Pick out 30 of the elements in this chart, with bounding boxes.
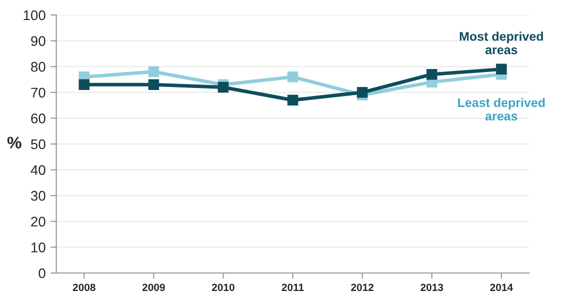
y-tick-label: 20 [31,216,46,227]
y-tick-label: 50 [30,139,46,150]
y-tick-label: 70 [31,88,46,98]
y-tick-label: 60 [31,114,46,124]
y-tick-label: 40 [30,165,46,175]
x-tick-label: 2012 [351,284,374,292]
x-tick-label: 2011 [282,284,304,292]
x-tick-label: 2014 [490,284,513,292]
y-tick-label: 100 [24,10,46,20]
point [218,82,229,93]
y-tick-label: 10 [31,242,46,252]
x-tick-label: 2008 [72,284,96,292]
y-axis-title: % [7,136,22,148]
series-label: Most deprived areas [460,32,543,54]
point [496,64,507,75]
y-tick-label: 90 [31,36,46,46]
point [356,87,368,98]
y-tick-label: 30 [30,190,46,201]
point [78,79,90,90]
y-tick-label: 80 [31,62,46,72]
x-tick-label: 2009 [142,284,165,292]
x-tick-label: 2010 [212,284,234,292]
point [287,72,298,82]
point [287,94,298,106]
y-tick-label: 0 [38,268,46,278]
point [148,79,160,90]
point [148,66,160,78]
x-tick-label: 2013 [420,284,444,292]
point [426,68,438,80]
series-label: Least deprived areas [458,98,545,121]
